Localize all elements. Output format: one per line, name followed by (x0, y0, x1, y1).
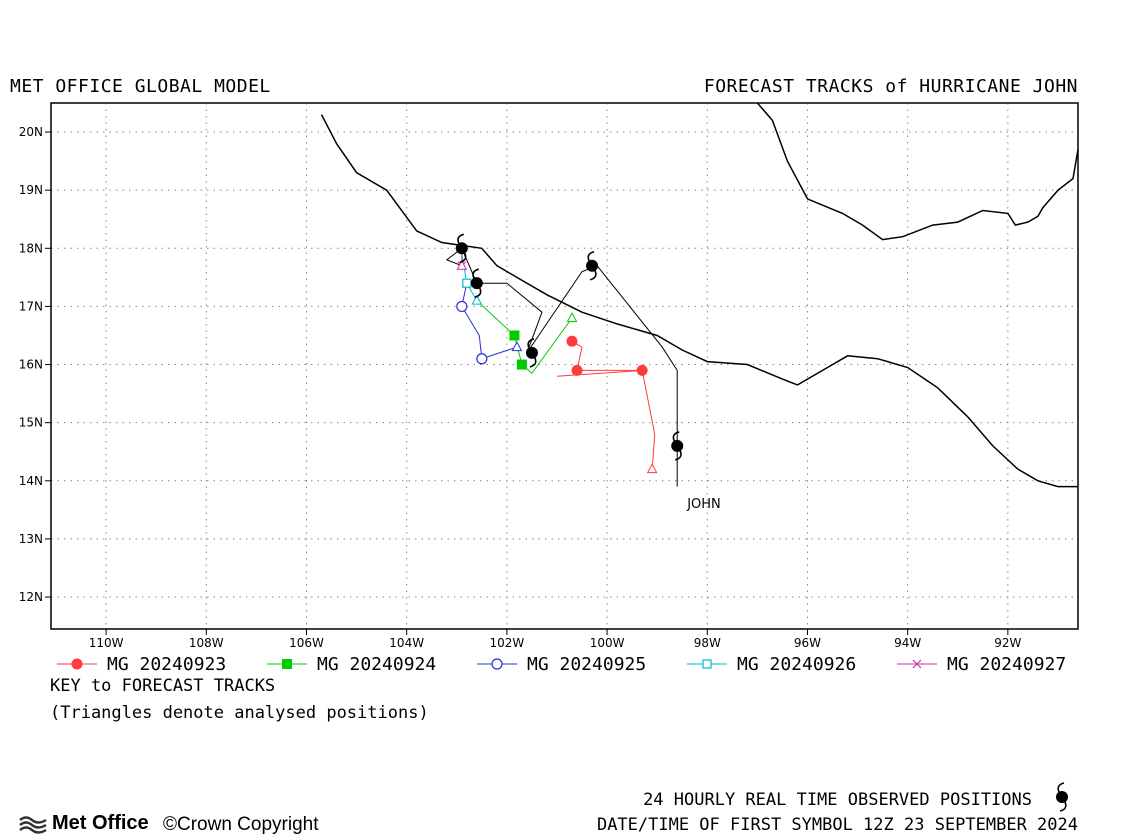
hurricane-symbol-icon (586, 250, 599, 281)
legend-markers (57, 658, 937, 670)
x-tick-label: 102W (489, 636, 524, 650)
forecast-marker (509, 330, 520, 341)
key-title: KEY to FORECAST TRACKS (50, 676, 276, 696)
met-office-waves-icon (19, 815, 47, 834)
y-tick-label: 18N (19, 241, 43, 255)
forecast-marker (456, 300, 468, 313)
forecast-marker (462, 278, 472, 288)
x-tick-label: 94W (894, 636, 921, 650)
analysed-position-triangle (511, 341, 523, 352)
analysed-position-triangle (566, 311, 578, 323)
legend-item-label: MG 20240926 (737, 654, 857, 675)
forecast-marker (516, 359, 527, 370)
x-tick-label: 100W (590, 636, 625, 650)
legend-item-label: MG 20240923 (107, 654, 227, 675)
y-tick-label: 12N (19, 590, 43, 604)
forecast-marker (476, 353, 488, 365)
hurricane-symbol-icon (455, 233, 468, 264)
hurricane-symbol-icon (525, 338, 538, 368)
x-tick-label: 108W (189, 636, 224, 650)
y-tick-label: 13N (19, 532, 43, 546)
hurricane-symbol-icon (1056, 782, 1068, 812)
gulf-coastline (756, 103, 1078, 241)
y-tick-label: 14N (19, 474, 43, 488)
logo-text: Met Office (52, 812, 149, 834)
x-tick-label: 106W (289, 636, 324, 650)
x-tick-label: 110W (89, 636, 124, 650)
legend-marker (491, 658, 503, 670)
forecast-marker (636, 364, 648, 376)
y-tick-label: 15N (19, 416, 43, 430)
copyright-text: ©Crown Copyright (163, 814, 319, 835)
coastline (320, 103, 1078, 488)
met-office-logo: Met Office (18, 812, 149, 835)
legend-marker (702, 659, 712, 669)
forecast-tracks (456, 248, 658, 474)
forecast-track-line (556, 369, 643, 377)
x-tick-label: 104W (389, 636, 424, 650)
forecast-track-line (461, 283, 518, 360)
observed-positions (455, 233, 684, 461)
x-tick-label: 96W (794, 636, 821, 650)
hurricane-symbol-icon (671, 431, 684, 461)
y-tick-label: 17N (19, 299, 43, 313)
forecast-track-line (571, 340, 656, 470)
hurricane-symbol-icon (470, 268, 483, 298)
y-tick-label: 16N (19, 358, 43, 372)
legend-item-label: MG 20240925 (527, 654, 647, 675)
y-tick-label: 19N (19, 183, 43, 197)
model-title: MET OFFICE GLOBAL MODEL (10, 76, 271, 97)
x-tick-label: 92W (994, 636, 1021, 650)
hurricane-symbol-icon (1056, 782, 1068, 812)
legend-item-label: MG 20240924 (317, 654, 437, 675)
forecast-marker (566, 335, 578, 347)
forecast-title: FORECAST TRACKS of HURRICANE JOHN (703, 76, 1078, 97)
y-tick-label: 20N (19, 125, 43, 139)
x-tick-label: 98W (694, 636, 721, 650)
legend-marker (912, 659, 922, 669)
legend-item-label: MG 20240927 (947, 654, 1067, 675)
axis-ticks: 110W 108W 106W 104W 102W 100W 98W 96W 94W 92W 20N 1… (19, 125, 1022, 650)
grid-lines (51, 103, 1078, 629)
observed-positions-label: 24 HOURLY REAL TIME OBSERVED POSITIONS (643, 790, 1032, 810)
analysed-position-triangle (471, 294, 483, 305)
analysed-position-triangle (646, 463, 658, 474)
key-note: (Triangles denote analysed positions) (50, 703, 429, 723)
analysed-position-triangle (456, 259, 468, 270)
legend-marker (282, 659, 292, 669)
storm-name-label: JOHN (686, 497, 721, 512)
plot-frame (50, 102, 1079, 630)
pacific-coastline (320, 114, 1078, 488)
first-symbol-date: DATE/TIME OF FIRST SYMBOL 12Z 23 SEPTEMB… (596, 815, 1078, 835)
forecast-marker (571, 364, 583, 376)
legend-marker (71, 658, 83, 670)
